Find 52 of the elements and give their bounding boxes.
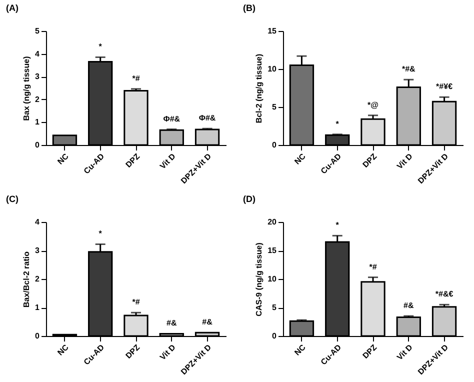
annotation: Φ#& xyxy=(198,114,216,123)
y-tick-label: 0 xyxy=(35,332,40,340)
y-tick-label: 5 xyxy=(35,26,40,36)
annotation: #& xyxy=(404,301,414,310)
y-tick-label: 4 xyxy=(35,49,40,58)
x-tick-label: Vit D xyxy=(158,152,178,171)
x-tick-label: Vit D xyxy=(395,152,414,171)
annotation: *# xyxy=(132,298,140,307)
y-tick-label: 15 xyxy=(268,246,278,255)
x-tick-label: Vit D xyxy=(395,342,414,362)
y-tick-label: 0 xyxy=(272,140,278,150)
y-axis-title: CAS-9 (ng/g tissue) xyxy=(254,242,264,316)
annotation: *@ xyxy=(368,100,379,110)
y-tick-label: 5 xyxy=(272,102,278,112)
y-tick-label: 0 xyxy=(35,140,40,150)
annotation: Φ#& xyxy=(163,114,180,124)
x-tick-label: NC xyxy=(292,152,308,166)
x-tick-label: NC xyxy=(292,342,308,358)
annotation: #& xyxy=(202,318,213,327)
y-tick-label: 4 xyxy=(35,218,40,226)
annotation: * xyxy=(336,220,340,230)
chart-title: (B) xyxy=(243,3,256,13)
y-tick-label: 10 xyxy=(268,274,278,284)
x-tick-label: NC xyxy=(56,152,71,166)
annotation: *#¥€ xyxy=(436,82,454,92)
y-tick-label: 0 xyxy=(272,332,278,340)
y-tick-label: 2 xyxy=(35,94,40,104)
x-tick-label: Vit D xyxy=(158,342,178,362)
annotation: *# xyxy=(369,262,378,272)
x-tick-label: NC xyxy=(56,342,71,358)
annotation: * xyxy=(336,119,340,128)
chart-title: (A) xyxy=(6,3,18,13)
y-tick-label: 10 xyxy=(268,64,278,74)
y-tick-label: 1 xyxy=(35,118,40,127)
annotation: *#&€ xyxy=(435,290,454,299)
y-tick-label: 5 xyxy=(272,303,278,312)
y-axis-title: Bcl-2 (ng/g tissue) xyxy=(254,53,264,124)
annotation: * xyxy=(98,42,103,52)
y-axis-title: Bax/Bcl-2 ratio xyxy=(22,251,32,308)
y-tick-label: 1 xyxy=(35,303,40,312)
annotation: #& xyxy=(166,318,177,328)
y-tick-label: 3 xyxy=(35,72,40,82)
chart-title: (C) xyxy=(6,194,18,204)
annotation: *#& xyxy=(402,64,416,74)
y-tick-label: 2 xyxy=(35,274,40,284)
annotation: *# xyxy=(132,74,140,83)
y-tick-label: 15 xyxy=(268,26,278,36)
y-tick-label: 20 xyxy=(268,218,278,226)
y-axis-title: Bax (ng/g tissue) xyxy=(22,56,32,121)
annotation: * xyxy=(98,229,103,238)
chart-title: (D) xyxy=(243,194,256,204)
y-tick-label: 3 xyxy=(35,246,40,255)
